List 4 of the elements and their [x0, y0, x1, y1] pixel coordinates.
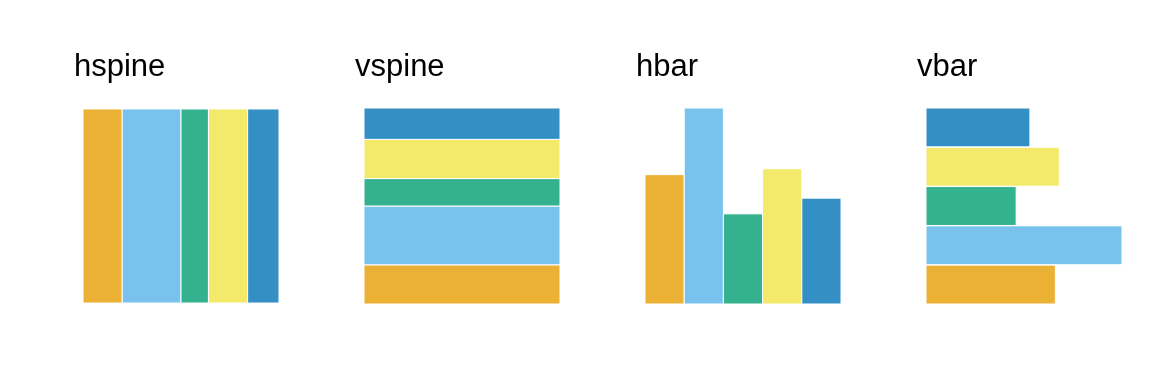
- chart-title: hspine: [74, 48, 166, 83]
- chart-title: hbar: [636, 48, 699, 83]
- chart-title: vspine: [355, 48, 445, 83]
- chart-title: vbar: [917, 48, 978, 83]
